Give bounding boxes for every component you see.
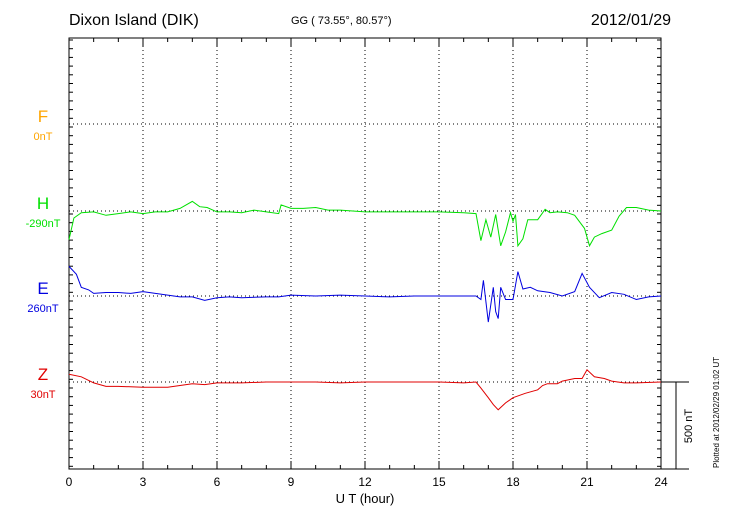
station-title: Dixon Island (DIK) <box>69 12 199 29</box>
series-line-h <box>68 200 662 248</box>
component-label-z: Z <box>38 365 48 384</box>
coordinates-label: GG ( 73.55°, 80.57°) <box>291 15 392 27</box>
component-label-f: F <box>38 107 48 126</box>
grid-layer <box>69 38 661 469</box>
x-tick-label: 24 <box>654 475 668 489</box>
scale-bar: 500 nT <box>661 381 695 470</box>
x-tick-label: 9 <box>288 475 295 489</box>
x-tick-label: 12 <box>358 475 372 489</box>
baseline-label-e: 260nT <box>27 303 58 315</box>
scale-bar-label: 500 nT <box>683 409 695 444</box>
date-label: 2012/01/29 <box>590 12 671 29</box>
x-tick-label: 15 <box>432 475 446 489</box>
series-line-e <box>68 266 662 323</box>
baseline-label-z: 30nT <box>30 389 55 401</box>
component-label-h: H <box>37 194 49 213</box>
x-tick-label: 6 <box>214 475 221 489</box>
x-tick-label: 18 <box>506 475 520 489</box>
component-label-e: E <box>37 279 48 298</box>
ticks-layer <box>68 38 662 469</box>
x-axis-label: U T (hour) <box>336 491 395 506</box>
x-tick-label: 3 <box>140 475 147 489</box>
baseline-label-f: 0nT <box>34 131 53 143</box>
series-line-z <box>68 368 662 411</box>
x-tick-label: 21 <box>580 475 594 489</box>
baseline-label-h: -290nT <box>26 218 61 230</box>
series-layer <box>68 200 662 411</box>
x-tick-label: 0 <box>66 475 73 489</box>
plot-timestamp: Plotted at 2012/02/29 01:02 UT <box>712 356 721 468</box>
labels-layer: 0 3 6 9 12 15 18 21 24 F 0nT H -290nT E 260nT Z 30nT <box>26 107 668 489</box>
